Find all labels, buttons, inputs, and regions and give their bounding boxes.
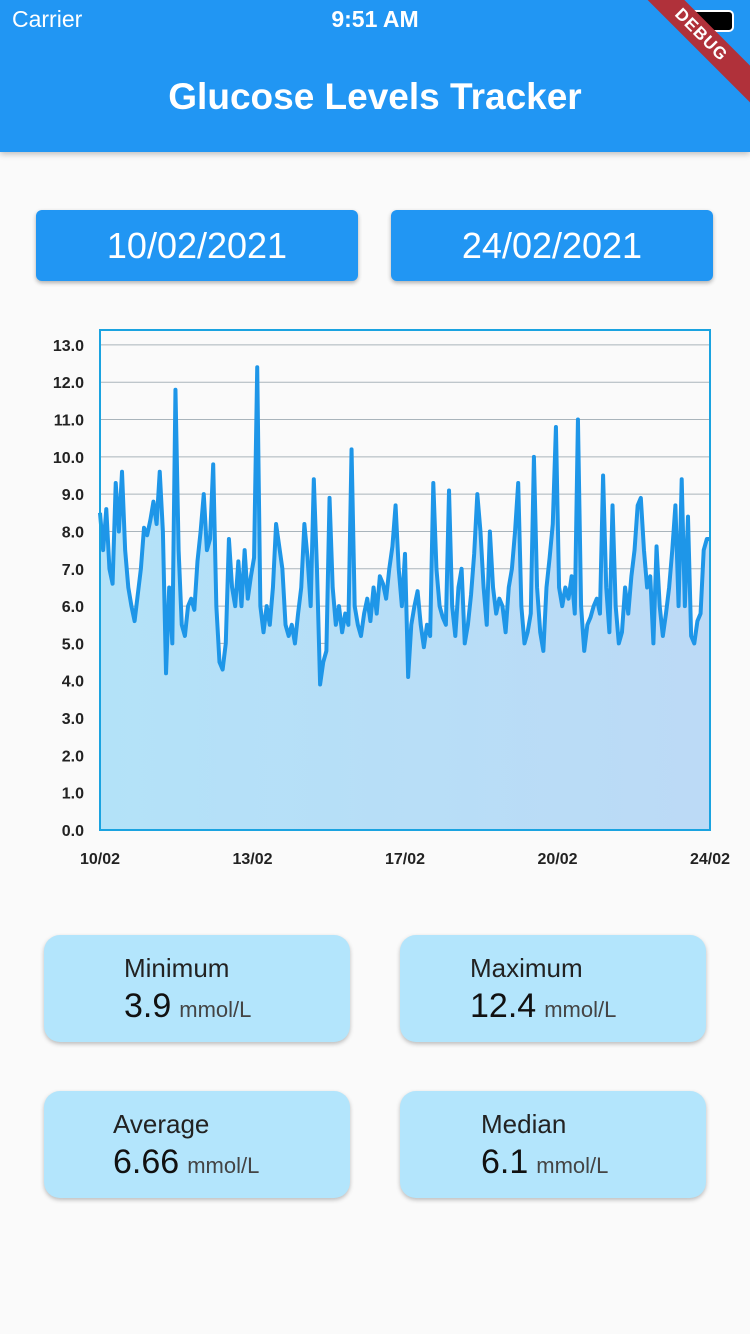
y-tick-label: 13.0 [53,338,84,355]
stat-unit: mmol/L [179,997,252,1022]
stat-value-row: 6.66 mmol/L [113,1143,259,1182]
y-tick-label: 9.0 [62,487,84,504]
x-tick-label: 13/02 [232,851,272,868]
y-tick-label: 5.0 [62,636,84,653]
line [98,365,710,687]
y-tick-label: 10.0 [53,450,84,467]
y-tick-label: 7.0 [62,562,84,579]
stat-value-row: 3.9 mmol/L [124,987,251,1026]
stat-value: 6.1 [481,1143,529,1181]
stat-unit: mmol/L [544,997,617,1022]
y-tick-label: 12.0 [53,375,84,392]
y-tick-label: 6.0 [62,599,84,616]
x-tick-label: 10/02 [80,851,120,868]
stat-value: 3.9 [124,987,172,1025]
stat-label: Maximum [470,953,583,983]
stat-label: Average [113,1109,210,1139]
y-tick-label: 2.0 [62,748,84,765]
y-tick-label: 0.0 [62,823,84,840]
stat-card: Maximum 12.4 mmol/L [400,935,706,1042]
stat-unit: mmol/L [536,1153,609,1178]
stat-value: 12.4 [470,987,537,1025]
x-tick-label: 20/02 [537,851,577,868]
stat-unit: mmol/L [187,1153,260,1178]
start-date-button[interactable]: 10/02/2021 [36,210,358,281]
app-bar: Carrier 9:51 AM Glucose Levels Tracker D… [0,0,750,152]
y-tick-label: 8.0 [62,524,84,541]
plot-border [99,329,711,831]
carrier: Carrier [12,6,83,32]
x-tick-label: 24/02 [690,851,730,868]
stat-value-row: 6.1 mmol/L [481,1143,608,1182]
stat-value-row: 12.4 mmol/L [470,987,616,1026]
end-date-button[interactable]: 24/02/2021 [391,210,713,281]
stat-card: Median 6.1 mmol/L [400,1091,706,1198]
stat-card: Minimum 3.9 mmol/L [44,935,350,1042]
clock: 9:51 AM [331,6,419,32]
y-tick-label: 3.0 [62,711,84,728]
chart: 0.0 1.0 2.0 3.0 4.0 5.0 6.0 7.0 8.0 9.0 10.0 11.0 12… [53,329,730,868]
y-tick-label: 4.0 [62,674,84,691]
app-title: Glucose Levels Tracker [168,76,582,117]
y-tick-label: 1.0 [62,786,84,803]
stat-label: Median [481,1109,567,1139]
stat-value: 6.66 [113,1143,180,1181]
stat-label: Minimum [124,953,230,983]
stat-card: Average 6.66 mmol/L [44,1091,350,1198]
x-tick-label: 17/02 [385,851,425,868]
y-tick-label: 11.0 [54,413,84,430]
